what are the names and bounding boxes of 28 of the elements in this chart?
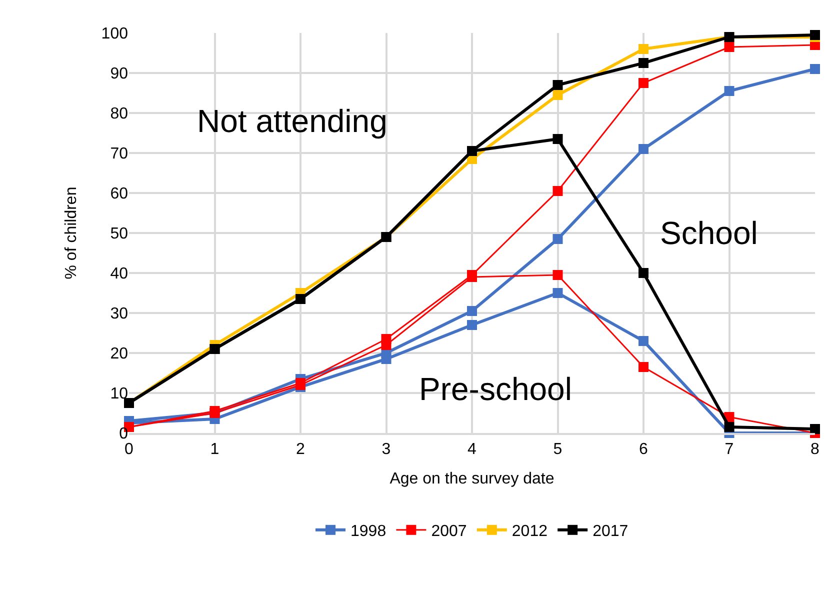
x-tick-label: 7 <box>724 441 734 458</box>
annotation: Pre-school <box>419 371 572 407</box>
legend-label: 2007 <box>431 523 467 540</box>
y-tick-label: 50 <box>110 226 128 243</box>
legend-label: 2017 <box>592 523 628 540</box>
y-tick-label: 60 <box>110 186 128 203</box>
y-tick-label: 80 <box>110 106 128 123</box>
x-axis-title: Age on the survey date <box>390 470 554 488</box>
legend-label: 1998 <box>350 523 386 540</box>
y-tick-label: 20 <box>110 346 128 363</box>
x-tick-label: 2 <box>296 441 306 458</box>
y-tick-label: 100 <box>101 26 128 43</box>
x-tick-label: 8 <box>810 441 820 458</box>
y-tick-label: 0 <box>119 426 128 443</box>
y-tick-label: 40 <box>110 266 128 283</box>
y-tick-label: 90 <box>110 66 128 83</box>
y-axis-title: % of children <box>63 186 80 280</box>
x-tick-label: 3 <box>382 441 391 458</box>
x-tick-label: 1 <box>210 441 220 458</box>
y-tick-label: 10 <box>110 386 128 403</box>
x-tick-label: 5 <box>553 441 562 458</box>
y-tick-label: 70 <box>110 146 128 163</box>
x-tick-label: 6 <box>639 441 648 458</box>
y-tick-label: 30 <box>110 306 128 323</box>
annotation: Not attending <box>197 103 388 139</box>
annotation: School <box>660 215 758 251</box>
legend-label: 2012 <box>512 523 548 540</box>
x-tick-label: 4 <box>468 441 477 458</box>
